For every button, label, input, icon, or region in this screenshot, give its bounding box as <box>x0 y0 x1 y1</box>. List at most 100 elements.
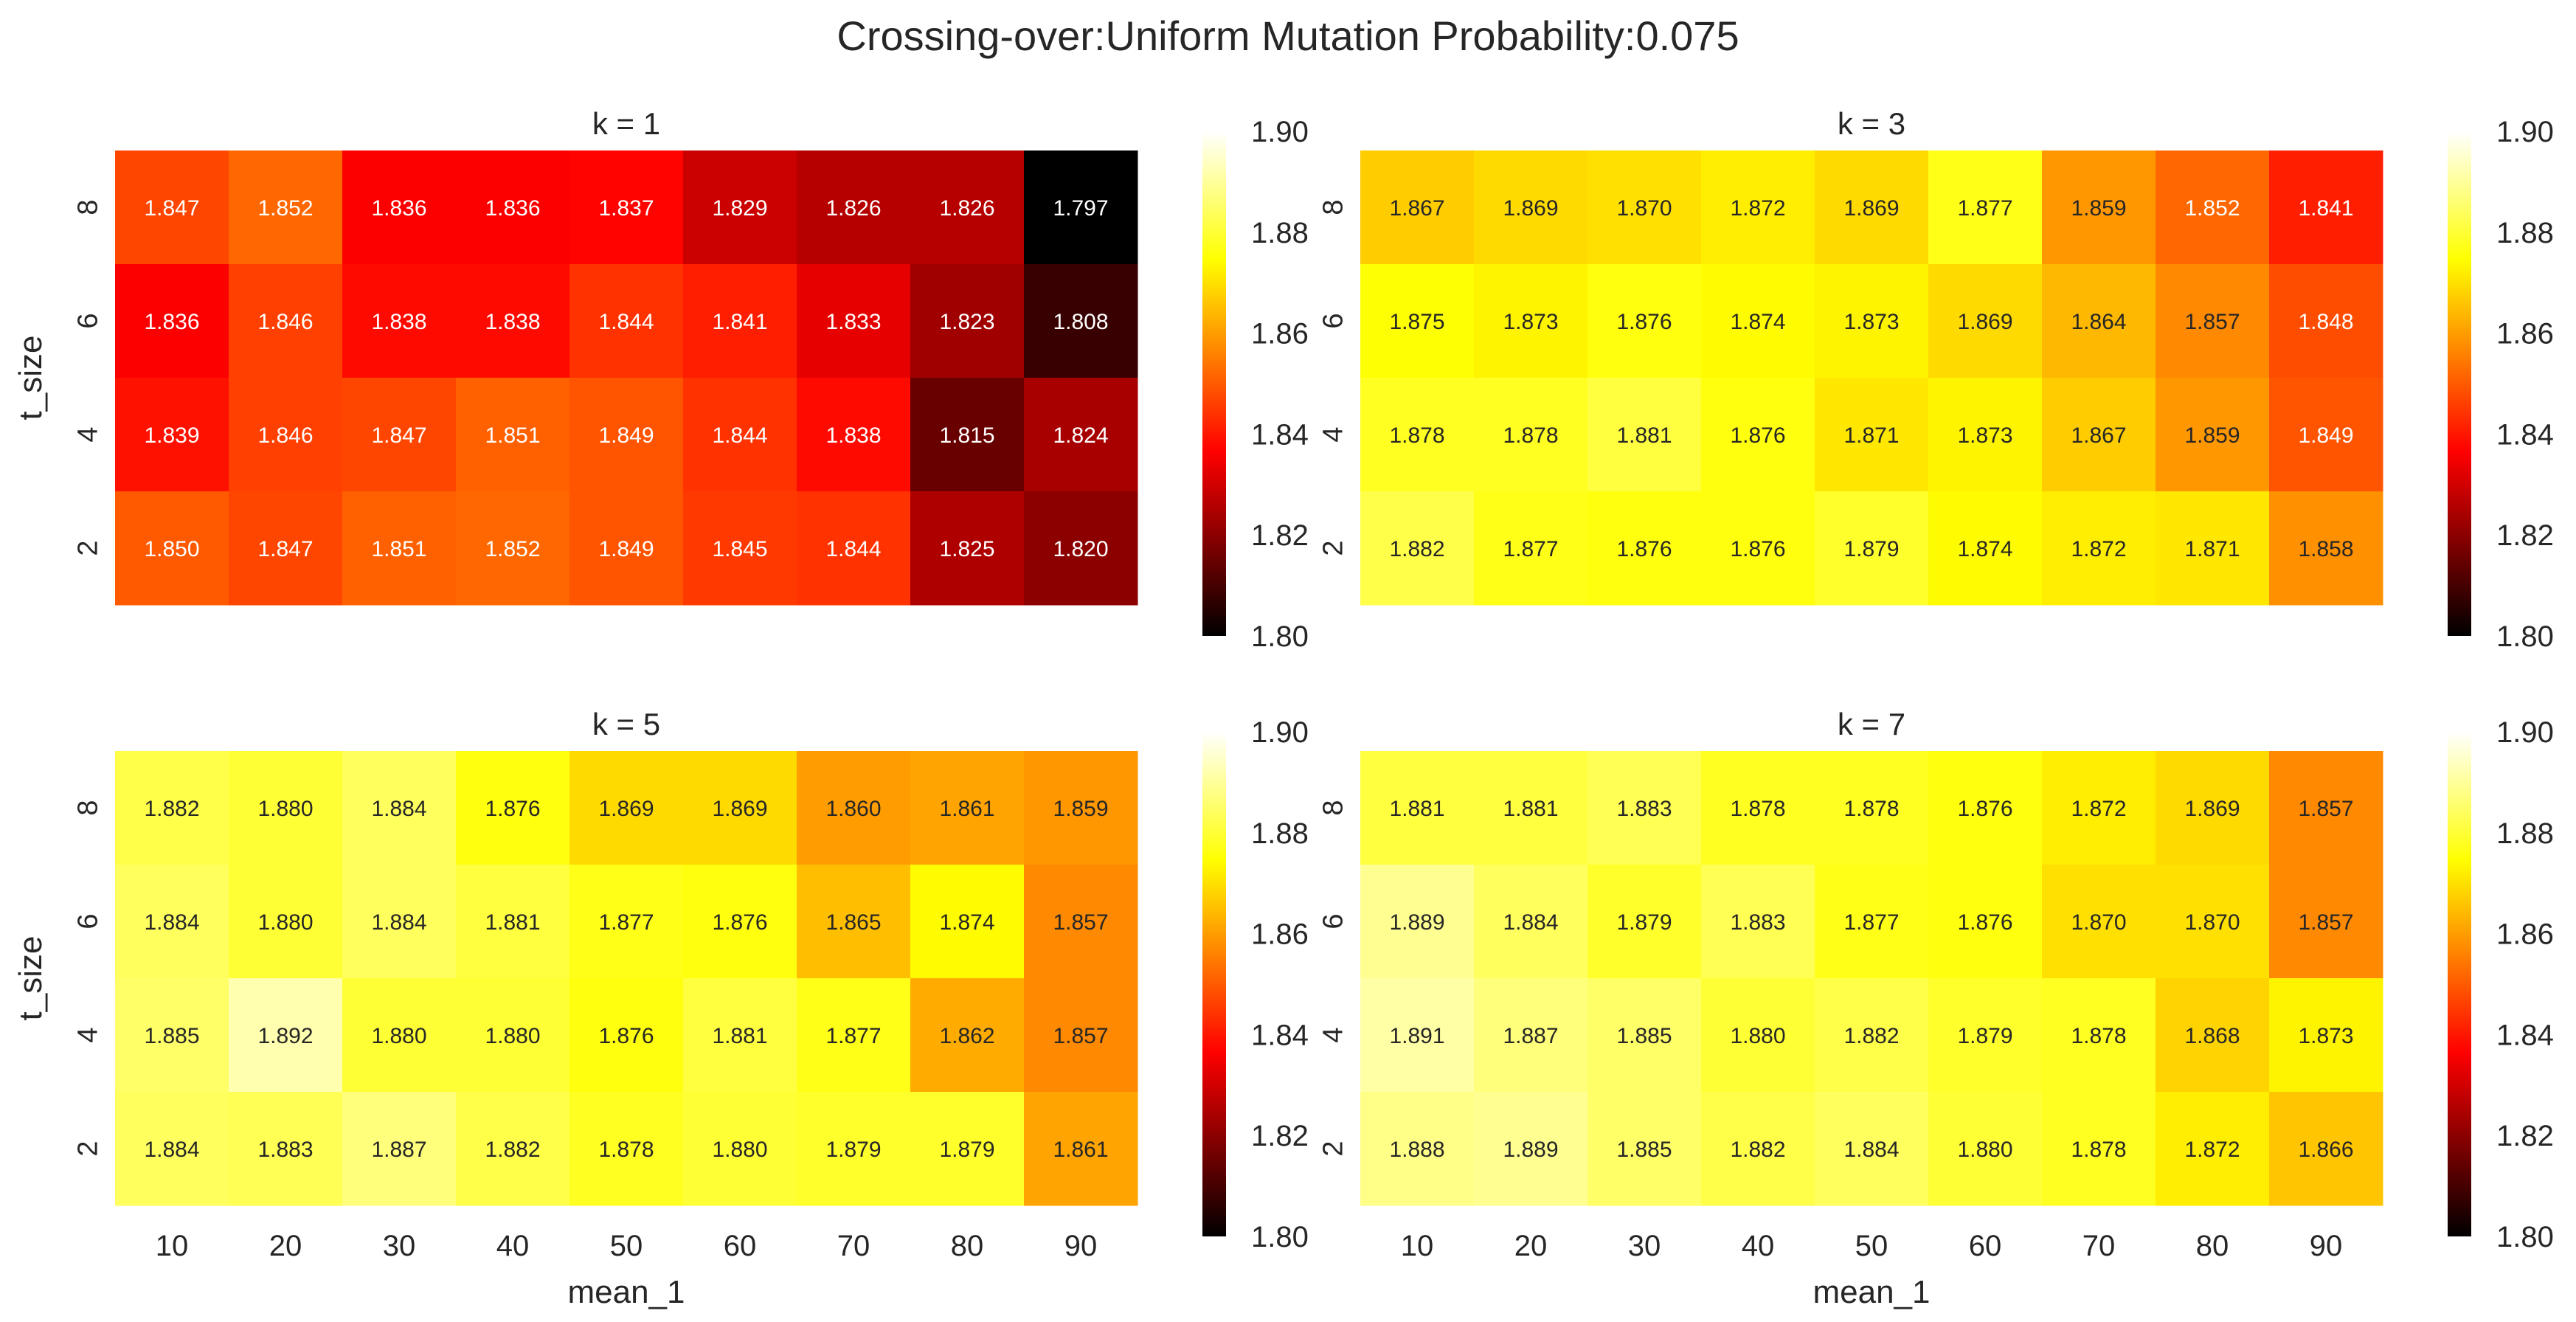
cell-value-label: 1.852 <box>257 196 313 221</box>
heatmap-cell <box>910 150 1025 265</box>
heatmap-cell <box>2156 150 2270 265</box>
cell-value-label: 1.864 <box>2071 310 2126 334</box>
x-tick-label: 90 <box>2310 1230 2343 1262</box>
heatmap-cell <box>910 378 1025 492</box>
heatmap-cell <box>1701 378 1815 492</box>
heatmap-cell <box>1815 978 1929 1093</box>
heatmap-cell <box>1360 751 1475 865</box>
heatmap-cell <box>115 978 229 1093</box>
heatmap-cell <box>2269 1092 2383 1206</box>
heatmap-cell <box>1360 378 1475 492</box>
heatmap-cell <box>229 865 343 979</box>
cell-value-label: 1.876 <box>598 1024 654 1048</box>
y-tick-label: 4 <box>72 1027 103 1042</box>
heatmap-cell <box>229 1092 343 1206</box>
cell-value-label: 1.867 <box>2071 423 2126 448</box>
cell-value-label: 1.882 <box>1730 1138 1785 1162</box>
heatmap-cell <box>229 978 343 1093</box>
heatmap-cell <box>683 1092 797 1206</box>
heatmap-cell <box>1474 378 1588 492</box>
cell-value-label: 1.849 <box>2298 423 2353 448</box>
y-axis-label: t_size <box>13 936 49 1021</box>
cell-value-label: 1.885 <box>1616 1024 1672 1048</box>
colorbar-tick-label: 1.88 <box>1251 817 1309 850</box>
colorbar-tick-label: 1.88 <box>1251 217 1309 249</box>
cell-value-label: 1.876 <box>1730 423 1785 448</box>
cell-value-label: 1.889 <box>1389 910 1444 935</box>
cell-value-label: 1.858 <box>2298 537 2353 561</box>
heatmap-cell <box>2269 491 2383 606</box>
x-axis-label: mean_1 <box>1812 1274 1930 1310</box>
cell-value-label: 1.836 <box>371 196 426 221</box>
cell-value-label: 1.884 <box>1843 1138 1899 1162</box>
cell-value-label: 1.878 <box>2071 1024 2126 1048</box>
cell-value-label: 1.836 <box>485 196 540 221</box>
cell-value-label: 1.847 <box>371 423 426 448</box>
heatmap-cell <box>1815 865 1929 979</box>
heatmap-cell <box>342 264 457 378</box>
cell-value-label: 1.839 <box>144 423 199 448</box>
cell-value-label: 1.881 <box>1616 423 1672 448</box>
cell-value-label: 1.825 <box>939 537 994 561</box>
heatmap-cell <box>1474 150 1588 265</box>
heatmap-cell <box>456 1092 570 1206</box>
panel-title: k = 1 <box>592 106 660 141</box>
y-tick-label: 8 <box>72 199 103 215</box>
cell-value-label: 1.870 <box>2184 910 2240 935</box>
heatmap-cell <box>1360 150 1475 265</box>
heatmap-cell <box>1588 751 1702 865</box>
colorbar-tick-label: 1.86 <box>1251 318 1309 350</box>
y-axis-label: t_size <box>13 336 49 421</box>
cell-value-label: 1.882 <box>1389 537 1444 561</box>
heatmap-cell <box>797 865 911 979</box>
cell-value-label: 1.859 <box>1053 797 1108 821</box>
heatmap-cell <box>569 978 684 1093</box>
cell-value-label: 1.889 <box>1503 1138 1558 1162</box>
heatmap-cell <box>1815 751 1929 865</box>
heatmap-cell <box>1360 1092 1475 1206</box>
cell-value-label: 1.848 <box>2298 310 2353 334</box>
cell-value-label: 1.879 <box>825 1138 881 1162</box>
cell-value-label: 1.881 <box>485 910 540 935</box>
heatmap-cell <box>1474 865 1588 979</box>
cell-value-label: 1.833 <box>825 310 881 334</box>
heatmap-cell <box>1928 978 2043 1093</box>
cell-value-label: 1.851 <box>371 537 426 561</box>
cell-value-label: 1.844 <box>825 537 881 561</box>
heatmap-cell <box>1024 150 1138 265</box>
cell-value-label: 1.873 <box>2298 1024 2353 1048</box>
panel-title: k = 5 <box>592 707 660 741</box>
heatmap-cell <box>342 1092 457 1206</box>
heatmap-cell <box>569 491 684 606</box>
cell-value-label: 1.861 <box>939 797 994 821</box>
cell-value-label: 1.838 <box>825 423 881 448</box>
colorbar-tick-label: 1.82 <box>2496 519 2554 552</box>
panel-title: k = 3 <box>1838 106 1905 141</box>
heatmap-cell <box>115 751 229 865</box>
heatmap-cell <box>1701 150 1815 265</box>
cell-value-label: 1.884 <box>144 910 199 935</box>
cell-value-label: 1.873 <box>1843 310 1899 334</box>
heatmap-panel-1: k = 11.847 1.852 1.836 1.836 1.837 1.829 1.826… <box>13 106 1309 653</box>
cell-value-label: 1.838 <box>485 310 540 334</box>
cell-value-label: 1.880 <box>257 797 313 821</box>
cell-value-label: 1.867 <box>1389 196 1444 221</box>
cell-value-label: 1.875 <box>1389 310 1444 334</box>
heatmap-cell <box>2042 264 2156 378</box>
cell-value-label: 1.879 <box>939 1138 994 1162</box>
cell-value-label: 1.871 <box>1843 423 1899 448</box>
cell-value-label: 1.869 <box>712 797 767 821</box>
heatmap-cell <box>569 751 684 865</box>
cell-value-label: 1.876 <box>712 910 767 935</box>
cell-value-label: 1.876 <box>1616 310 1672 334</box>
heatmap-cell <box>456 491 570 606</box>
heatmap-cell <box>1815 378 1929 492</box>
heatmap-cell <box>2269 378 2383 492</box>
heatmap-cell <box>1474 491 1588 606</box>
cell-value-label: 1.872 <box>1730 196 1785 221</box>
colorbar-tick-label: 1.84 <box>2496 418 2554 451</box>
cell-value-label: 1.883 <box>1616 797 1672 821</box>
x-tick-label: 60 <box>724 1230 757 1262</box>
x-tick-label: 20 <box>269 1230 302 1262</box>
cell-value-label: 1.878 <box>598 1138 654 1162</box>
